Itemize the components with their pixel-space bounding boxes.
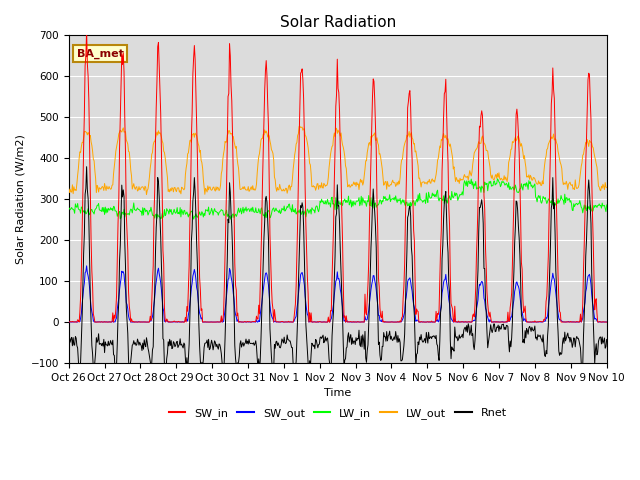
X-axis label: Time: Time bbox=[324, 388, 351, 398]
Y-axis label: Solar Radiation (W/m2): Solar Radiation (W/m2) bbox=[15, 134, 25, 264]
Title: Solar Radiation: Solar Radiation bbox=[280, 15, 396, 30]
Text: BA_met: BA_met bbox=[77, 48, 124, 59]
Legend: SW_in, SW_out, LW_in, LW_out, Rnet: SW_in, SW_out, LW_in, LW_out, Rnet bbox=[164, 403, 511, 423]
